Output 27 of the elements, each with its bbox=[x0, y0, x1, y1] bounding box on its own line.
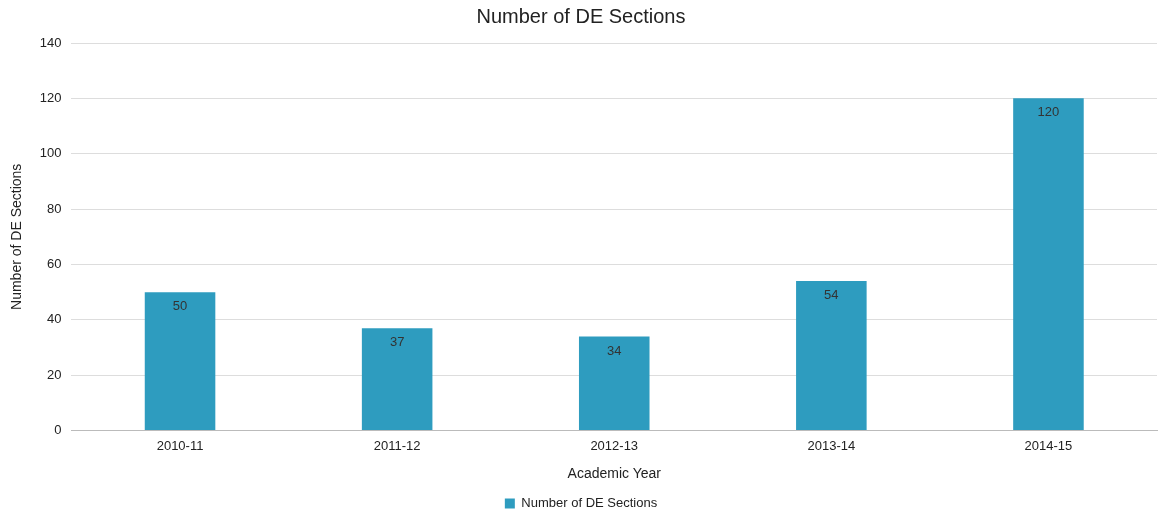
bar bbox=[361, 328, 433, 431]
y-tick-label: 0 bbox=[54, 422, 62, 438]
y-tick-label: 120 bbox=[39, 89, 62, 105]
data-label: 50 bbox=[172, 298, 188, 314]
data-label: 120 bbox=[1037, 104, 1060, 120]
y-tick-label: 100 bbox=[39, 145, 62, 161]
data-label: 34 bbox=[607, 342, 622, 358]
y-tick-label: 80 bbox=[47, 200, 62, 216]
y-tick-label: 60 bbox=[47, 256, 62, 272]
legend-label: Number of DE Sections bbox=[521, 495, 658, 511]
bar bbox=[144, 292, 216, 431]
y-tick-label: 140 bbox=[39, 34, 62, 50]
bar bbox=[578, 336, 650, 431]
x-tick-label: 2014-15 bbox=[1024, 437, 1073, 453]
chart-title: Number of DE Sections bbox=[476, 4, 686, 27]
data-label: 37 bbox=[389, 334, 405, 350]
x-tick-label: 2013-14 bbox=[807, 437, 856, 453]
data-label: 54 bbox=[824, 287, 839, 303]
bar bbox=[796, 281, 867, 431]
x-tick-label: 2010-11 bbox=[156, 437, 204, 453]
y-tick-label: 40 bbox=[47, 311, 62, 327]
y-axis-title: Number of DE Sections bbox=[8, 163, 25, 310]
bar bbox=[1013, 98, 1084, 431]
x-tick-label: 2011-12 bbox=[373, 437, 421, 453]
x-axis-title: Academic Year bbox=[567, 465, 662, 482]
y-tick-label: 20 bbox=[47, 366, 62, 382]
x-tick-label: 2012-13 bbox=[590, 437, 639, 453]
